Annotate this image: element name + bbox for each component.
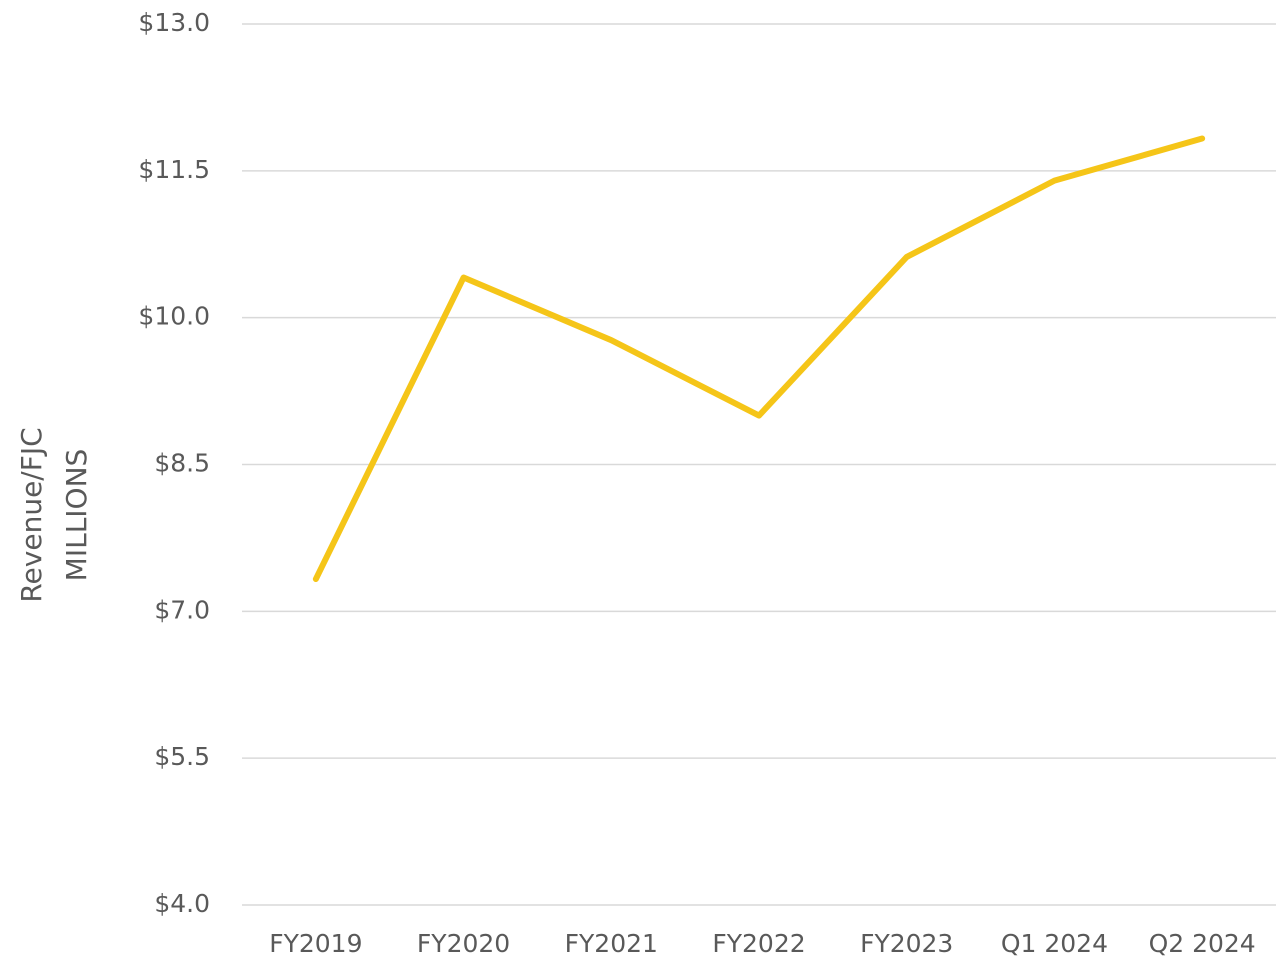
y-tick-label: $11.5 xyxy=(138,155,210,184)
x-tick-label: Q2 2024 xyxy=(1149,929,1256,958)
x-tick-label: FY2023 xyxy=(860,929,953,958)
y-tick-label: $5.5 xyxy=(154,742,210,771)
y-tick-label: $8.5 xyxy=(154,449,210,478)
y-axis-label: Revenue/FJC MILLIONS xyxy=(15,427,93,602)
x-tick-label: FY2021 xyxy=(565,929,658,958)
line-series xyxy=(312,135,1206,583)
x-tick-label: FY2022 xyxy=(712,929,805,958)
y-label-line: MILLIONS xyxy=(60,449,93,582)
y-tick-label: $10.0 xyxy=(138,302,210,331)
x-tick-label: FY2020 xyxy=(417,929,510,958)
y-tick-label: $4.0 xyxy=(154,889,210,918)
x-tick-label: Q1 2024 xyxy=(1001,929,1108,958)
y-tick-label: $13.0 xyxy=(138,8,210,37)
x-tick-label: FY2019 xyxy=(269,929,362,958)
y-label-line: Revenue/FJC xyxy=(15,427,48,602)
y-tick-label: $7.0 xyxy=(154,595,210,624)
